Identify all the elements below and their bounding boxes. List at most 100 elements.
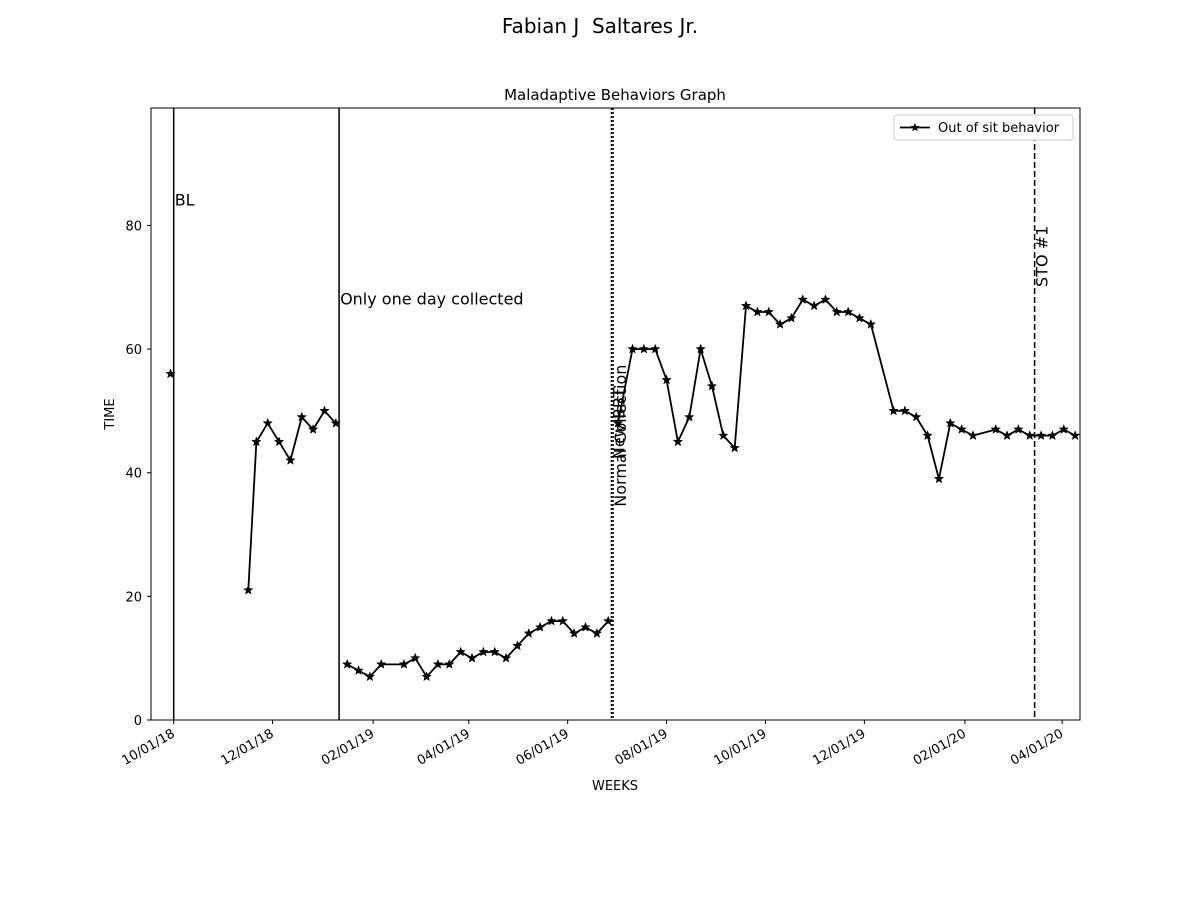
data-point bbox=[523, 627, 535, 638]
data-point bbox=[410, 652, 421, 663]
x-tick-label: 04/01/20 bbox=[1008, 726, 1066, 768]
x-tick-label: 12/01/18 bbox=[219, 726, 277, 768]
data-point bbox=[774, 318, 786, 329]
data-point bbox=[1001, 430, 1013, 441]
data-point bbox=[534, 621, 546, 632]
data-point bbox=[375, 658, 387, 669]
data-point bbox=[740, 300, 752, 311]
data-point bbox=[591, 627, 603, 638]
data-point bbox=[330, 417, 342, 428]
data-point bbox=[808, 300, 820, 311]
data-point bbox=[398, 658, 410, 669]
data-point bbox=[612, 417, 624, 428]
data-point bbox=[990, 423, 1001, 434]
data-point bbox=[296, 411, 308, 422]
data-point bbox=[1035, 430, 1047, 441]
data-point bbox=[466, 652, 478, 663]
data-point bbox=[432, 658, 444, 669]
data-point bbox=[341, 658, 353, 669]
phase-label: Normal Collection bbox=[611, 365, 630, 507]
data-point bbox=[1024, 430, 1035, 441]
data-point bbox=[1058, 423, 1070, 434]
data-point bbox=[319, 405, 330, 416]
data-point bbox=[557, 615, 569, 626]
data-point bbox=[695, 343, 706, 354]
y-tick-label: 0 bbox=[134, 714, 142, 729]
series-line bbox=[346, 620, 609, 678]
data-point bbox=[1013, 423, 1024, 434]
data-point bbox=[627, 343, 638, 354]
data-point bbox=[763, 306, 774, 317]
data-point bbox=[786, 312, 797, 323]
data-point bbox=[718, 430, 729, 441]
chart-title: Maladaptive Behaviors Graph bbox=[504, 86, 726, 104]
x-tick-label: 10/01/19 bbox=[711, 726, 769, 768]
data-point bbox=[842, 306, 854, 317]
data-point bbox=[455, 646, 466, 657]
data-point bbox=[910, 411, 922, 422]
y-tick-label: 20 bbox=[125, 590, 142, 605]
x-axis-label: WEEKS bbox=[592, 779, 638, 794]
data-point bbox=[661, 374, 672, 385]
y-tick-label: 40 bbox=[125, 467, 142, 482]
legend-box bbox=[893, 114, 1074, 141]
data-point bbox=[273, 436, 285, 447]
data-point bbox=[251, 436, 262, 447]
data-point bbox=[364, 671, 376, 682]
data-point bbox=[1069, 430, 1081, 441]
data-point bbox=[444, 658, 455, 669]
y-tick-label: 80 bbox=[125, 219, 142, 234]
data-point bbox=[933, 473, 945, 484]
phase-label: Only one day collected bbox=[340, 290, 524, 309]
x-tick-label: 02/01/20 bbox=[911, 726, 969, 768]
data-point bbox=[956, 423, 967, 434]
data-point bbox=[638, 343, 650, 354]
legend: Out of sit behavior bbox=[893, 114, 1074, 141]
data-point bbox=[854, 312, 865, 323]
data-point bbox=[831, 306, 843, 317]
figure-title: Fabian J Saltares Jr. bbox=[501, 14, 699, 38]
data-point bbox=[285, 454, 296, 465]
data-point bbox=[602, 615, 614, 626]
data-point bbox=[580, 621, 591, 632]
data-point bbox=[797, 294, 808, 305]
data-point bbox=[649, 343, 661, 354]
data-point bbox=[967, 430, 979, 441]
data-point bbox=[888, 405, 899, 416]
x-tick-label: 10/01/18 bbox=[120, 726, 178, 768]
data-point bbox=[706, 380, 718, 391]
data-point bbox=[421, 671, 432, 682]
x-tick-label: 06/01/19 bbox=[514, 726, 572, 768]
data-point bbox=[568, 627, 580, 638]
data-point bbox=[729, 442, 740, 453]
data-point bbox=[1047, 430, 1058, 441]
data-point bbox=[899, 405, 911, 416]
x-tick-label: 04/01/19 bbox=[415, 726, 473, 768]
data-point bbox=[500, 652, 512, 663]
data-point bbox=[478, 646, 489, 657]
data-point bbox=[489, 646, 500, 657]
phase-label: STO #1 bbox=[1033, 226, 1052, 287]
data-point bbox=[684, 411, 695, 422]
x-tick-label: 12/01/19 bbox=[810, 726, 868, 768]
series-line bbox=[617, 298, 1076, 480]
legend-marker bbox=[910, 122, 920, 132]
data-point bbox=[672, 436, 684, 447]
series-line bbox=[247, 409, 337, 591]
data-point bbox=[262, 417, 273, 428]
data-point bbox=[752, 306, 763, 317]
y-axis: 0 20 40 60 80 bbox=[125, 219, 151, 729]
data-point bbox=[353, 665, 364, 676]
data-point bbox=[820, 294, 831, 305]
plot-frame bbox=[150, 107, 1081, 721]
phase-label: BL bbox=[175, 191, 195, 210]
x-tick-label: 08/01/19 bbox=[613, 726, 671, 768]
data-point bbox=[945, 417, 956, 428]
data-point bbox=[512, 640, 523, 651]
legend-label: Out of sit behavior bbox=[938, 121, 1060, 136]
data-point bbox=[165, 368, 176, 379]
data-point bbox=[546, 615, 557, 626]
data-point bbox=[865, 318, 877, 329]
